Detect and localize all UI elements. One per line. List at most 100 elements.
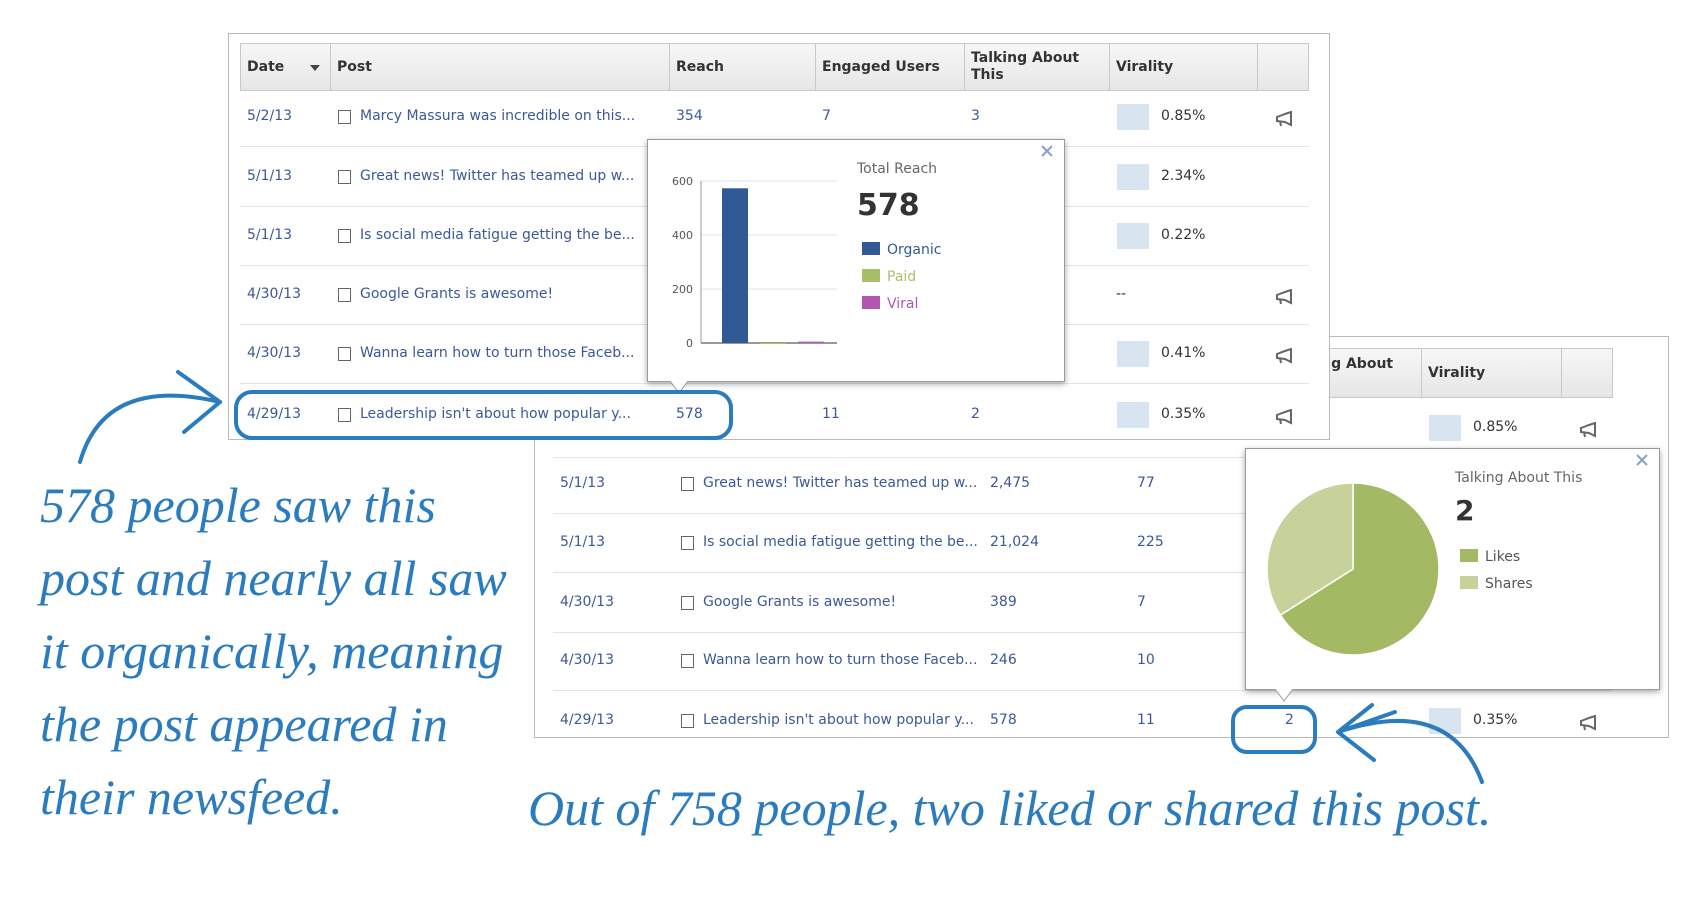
column-header[interactable]: Date (247, 43, 323, 91)
post-icon (338, 229, 351, 243)
post-link[interactable]: Leadership isn't about how popular y... (703, 712, 974, 728)
cell-text: 5/1/13 (247, 168, 293, 184)
legend-label: Likes (1485, 549, 1520, 565)
cell-text: 3 (971, 108, 980, 124)
arrow (78, 370, 222, 464)
post-icon (338, 170, 351, 184)
cell-text: 0.85% (1473, 419, 1518, 435)
post-icon (681, 477, 694, 491)
cell-text: 578 (676, 406, 703, 422)
megaphone (1276, 111, 1292, 127)
column-header[interactable]: Reach (676, 43, 808, 91)
cell-text: 578 (990, 712, 1017, 728)
cell-text: 7 (1137, 594, 1146, 610)
promote-icon[interactable] (1275, 409, 1295, 425)
virality-bar (1429, 708, 1461, 734)
post-link[interactable]: Google Grants is awesome! (703, 594, 897, 610)
annotation-text: 578 people saw this (40, 477, 436, 533)
header-text: Virality (1116, 58, 1174, 75)
cell-text: 4/30/13 (560, 652, 614, 668)
cell-text: 5/1/13 (560, 534, 606, 550)
cell-text: 389 (990, 594, 1017, 610)
cell-text: 5/1/13 (560, 475, 606, 491)
cell-text: 0.41% (1161, 345, 1206, 361)
column-header[interactable]: Engaged Users (822, 43, 957, 91)
post-icon (681, 714, 694, 728)
annotation-text: post and nearly all saw (37, 550, 507, 606)
header-text: Virality (1428, 364, 1486, 381)
row-separator (553, 632, 1613, 633)
cell-text: 2.34% (1161, 168, 1206, 184)
promote-icon[interactable] (1579, 715, 1599, 731)
row-separator (553, 690, 1613, 691)
column-header[interactable]: Talking About This (971, 43, 1102, 91)
y-tick-label: 0 (686, 337, 693, 350)
close-button[interactable] (1041, 145, 1053, 157)
virality-bar (1117, 341, 1149, 367)
cell-text: 0.35% (1161, 406, 1206, 422)
legend-swatch (862, 242, 880, 255)
cell-text: 5/2/13 (247, 108, 293, 124)
popup-total: 2 (1455, 494, 1474, 527)
post-link[interactable]: Great news! Twitter has teamed up w... (360, 168, 635, 184)
header-text: Engaged Users (822, 58, 940, 75)
virality-bar (1117, 104, 1149, 130)
popup-title: Talking About This (1454, 470, 1582, 486)
popup-pointer (1274, 688, 1294, 702)
header-divider (1109, 43, 1110, 91)
virality-bar (1117, 223, 1149, 249)
megaphone (1580, 715, 1596, 731)
post-link[interactable]: Leadership isn't about how popular y... (360, 406, 631, 422)
annotation-text: their newsfeed. (40, 769, 343, 825)
megaphone (1276, 289, 1292, 305)
annotation-text: the post appeared in (40, 696, 448, 752)
header-divider (1257, 43, 1258, 91)
cell-text: 21,024 (990, 534, 1039, 550)
promote-icon[interactable] (1275, 348, 1295, 364)
cell-text: 4/29/13 (560, 712, 614, 728)
header-divider (1561, 348, 1562, 398)
post-link[interactable]: Is social media fatigue getting the be..… (703, 534, 978, 550)
header-divider (964, 43, 965, 91)
cell-text: 2,475 (990, 475, 1031, 491)
header-divider (1421, 348, 1422, 398)
header-divider (815, 43, 816, 91)
close-button[interactable] (1636, 454, 1648, 466)
row-separator (240, 383, 1309, 384)
cell-text: 11 (1137, 712, 1155, 728)
cell-text: 77 (1137, 475, 1155, 491)
header-text: Post (337, 58, 372, 75)
promote-icon[interactable] (1275, 111, 1295, 127)
header-divider (330, 43, 331, 91)
virality-bar (1117, 402, 1149, 428)
promote-icon[interactable] (1579, 422, 1599, 438)
post-link[interactable]: Marcy Massura was incredible on this... (360, 108, 636, 124)
virality-bar (1117, 164, 1149, 190)
legend-swatch (1460, 549, 1478, 562)
legend-label: Shares (1485, 576, 1533, 592)
post-icon (338, 347, 351, 361)
column-header[interactable]: Virality (1116, 43, 1250, 91)
post-link[interactable]: Wanna learn how to turn those Faceb... (360, 345, 635, 361)
tooltip-popup: Likes Shares Talking About This 2 (1245, 448, 1660, 702)
cell-text: 4/30/13 (247, 286, 301, 302)
bar (722, 188, 748, 343)
cell-text: 4/30/13 (560, 594, 614, 610)
megaphone (1276, 409, 1292, 425)
cell-text: 246 (990, 652, 1017, 668)
cell-text: 0.85% (1161, 108, 1206, 124)
post-link[interactable]: Is social media fatigue getting the be..… (360, 227, 635, 243)
y-tick-label: 200 (672, 283, 693, 296)
promote-icon[interactable] (1275, 289, 1295, 305)
column-header[interactable]: Virality (1428, 348, 1554, 398)
popup-content: Likes Shares Talking About This 2 (1266, 454, 1648, 702)
cell-text: 354 (676, 108, 703, 124)
post-link[interactable]: Google Grants is awesome! (360, 286, 554, 302)
post-link[interactable]: Wanna learn how to turn those Faceb... (703, 652, 978, 668)
column-header[interactable]: Post (337, 43, 662, 91)
tooltip-popup: 0 200 400 600 Organic Paid Viral Total Reach 578 (647, 139, 1065, 394)
y-tick-label: 600 (672, 175, 693, 188)
row-separator (553, 572, 1613, 573)
post-link[interactable]: Great news! Twitter has teamed up w... (703, 475, 978, 491)
